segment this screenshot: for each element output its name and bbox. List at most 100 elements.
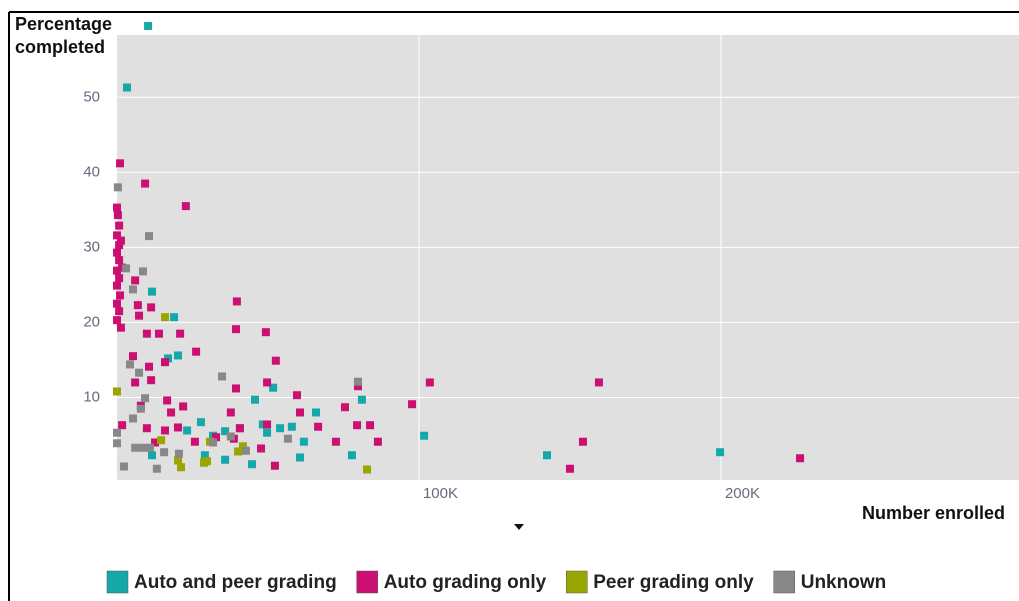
point bbox=[263, 420, 272, 429]
point bbox=[174, 449, 183, 458]
point bbox=[113, 387, 121, 396]
point bbox=[179, 402, 188, 411]
point bbox=[209, 438, 218, 447]
point bbox=[141, 394, 150, 403]
y-tick-label: 10 bbox=[83, 388, 100, 405]
legend-label: Unknown bbox=[801, 572, 887, 593]
point bbox=[202, 457, 211, 466]
point bbox=[796, 454, 805, 463]
point bbox=[135, 311, 144, 320]
point bbox=[287, 422, 296, 431]
point bbox=[152, 464, 161, 473]
plot-area bbox=[117, 35, 1019, 480]
point bbox=[148, 451, 157, 460]
point bbox=[131, 276, 140, 285]
point bbox=[283, 434, 292, 443]
point bbox=[113, 316, 121, 325]
point bbox=[147, 376, 156, 385]
point bbox=[425, 378, 434, 387]
y-tick-label: 50 bbox=[83, 88, 100, 105]
point bbox=[292, 391, 301, 400]
point bbox=[263, 428, 272, 437]
point bbox=[145, 362, 154, 371]
point bbox=[144, 21, 153, 30]
point bbox=[113, 299, 121, 308]
point bbox=[116, 159, 125, 168]
point bbox=[113, 203, 121, 212]
point bbox=[234, 447, 243, 456]
point bbox=[154, 329, 163, 338]
point bbox=[147, 303, 156, 312]
point bbox=[113, 281, 121, 290]
point bbox=[173, 456, 182, 465]
legend-swatch bbox=[565, 570, 588, 594]
legend: Auto and peer grading Auto grading only Pe… bbox=[106, 570, 887, 594]
point bbox=[543, 451, 552, 460]
points bbox=[113, 21, 805, 474]
point bbox=[113, 183, 122, 192]
point bbox=[113, 231, 121, 240]
point bbox=[192, 347, 201, 356]
x-axis-label: Number enrolled bbox=[862, 503, 1005, 523]
point bbox=[115, 274, 124, 283]
point bbox=[366, 421, 375, 430]
point bbox=[135, 368, 144, 377]
point bbox=[118, 421, 127, 430]
point bbox=[113, 266, 121, 275]
point bbox=[212, 433, 221, 442]
point bbox=[373, 437, 382, 446]
point bbox=[231, 384, 240, 393]
point bbox=[314, 422, 323, 431]
point bbox=[716, 448, 725, 457]
point bbox=[131, 443, 140, 452]
point bbox=[578, 437, 587, 446]
point bbox=[148, 287, 157, 296]
point bbox=[340, 403, 349, 412]
point bbox=[257, 444, 266, 453]
point bbox=[141, 179, 150, 188]
legend-swatch bbox=[773, 570, 795, 594]
point bbox=[231, 325, 240, 334]
point bbox=[161, 358, 170, 367]
point bbox=[276, 424, 285, 433]
point bbox=[115, 241, 124, 250]
point bbox=[115, 256, 124, 265]
point bbox=[251, 395, 260, 404]
point bbox=[347, 451, 356, 460]
point bbox=[160, 448, 169, 457]
point bbox=[235, 424, 244, 433]
point bbox=[145, 232, 154, 241]
point bbox=[261, 328, 270, 337]
point bbox=[173, 351, 182, 360]
point bbox=[157, 436, 166, 445]
point bbox=[129, 285, 138, 294]
point bbox=[119, 462, 128, 471]
point bbox=[122, 83, 131, 92]
point bbox=[136, 404, 145, 413]
x-tick-label: 200K bbox=[725, 485, 760, 502]
point bbox=[299, 437, 308, 446]
y-axis-label: Percentage completed bbox=[15, 14, 113, 57]
point bbox=[420, 431, 429, 440]
point bbox=[270, 461, 279, 470]
point bbox=[151, 438, 160, 447]
legend-label: Auto and peer grading bbox=[134, 572, 337, 593]
point bbox=[269, 383, 278, 392]
point bbox=[113, 428, 121, 437]
point bbox=[331, 437, 340, 446]
point bbox=[177, 463, 186, 472]
point bbox=[258, 420, 267, 429]
point bbox=[353, 382, 362, 391]
point bbox=[181, 202, 190, 211]
point bbox=[221, 455, 230, 464]
point bbox=[131, 378, 140, 387]
point bbox=[295, 453, 304, 462]
legend-swatch bbox=[356, 570, 378, 594]
point bbox=[232, 297, 241, 306]
x-tick-label: 100K bbox=[423, 485, 458, 502]
y-tick-label: 20 bbox=[83, 313, 100, 330]
point bbox=[196, 418, 205, 427]
legend-label: Auto grading only bbox=[384, 572, 547, 593]
